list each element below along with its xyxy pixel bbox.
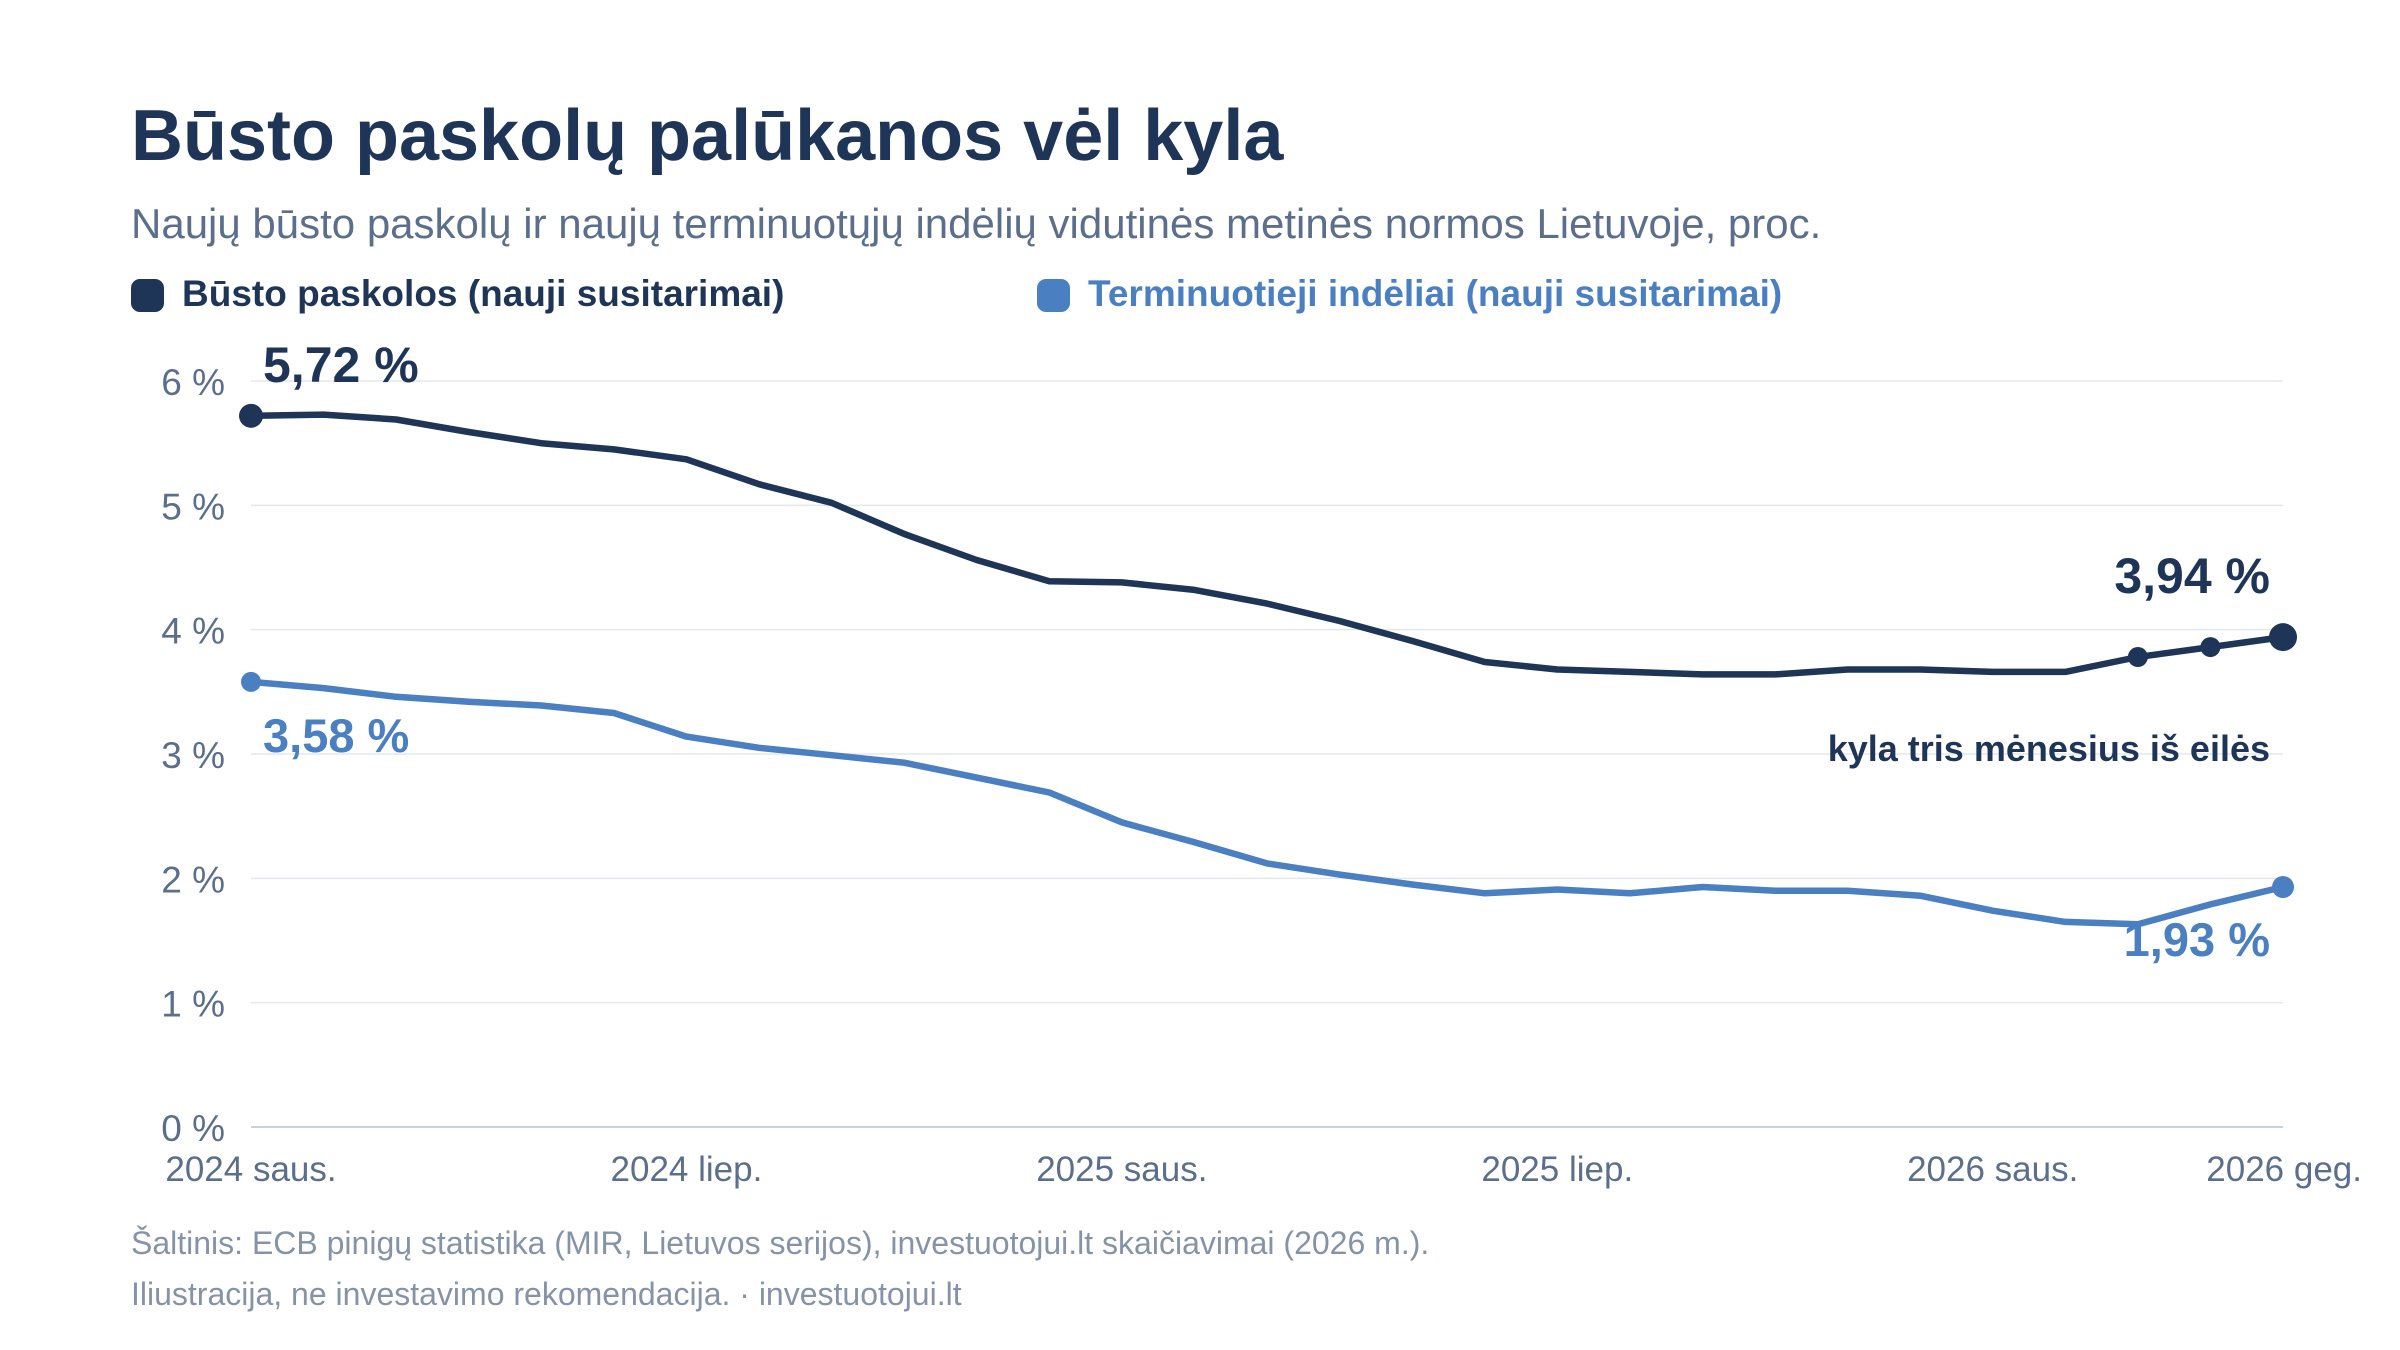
chart-title: Būsto paskolų palūkanos vėl kyla — [131, 96, 1284, 176]
x-tick-label: 2024 liep. — [611, 1150, 763, 1189]
y-tick-label: 0 % — [161, 1108, 225, 1149]
data-point-mortgage-start — [239, 403, 263, 428]
data-label-deposits-start: 3,58 % — [263, 709, 409, 762]
data-label-mortgage-start: 5,72 % — [263, 337, 419, 393]
annotation-mortgage-trend: kyla tris mėnesius iš eilės — [1828, 728, 2270, 769]
grid-lines — [251, 380, 2283, 1128]
data-point-mortgage-end — [2269, 623, 2297, 652]
x-tick-label: 2026 geg. — [2206, 1150, 2362, 1189]
y-tick-label: 6 % — [161, 362, 225, 403]
y-tick-label: 2 % — [161, 859, 225, 900]
x-tick-label: 2025 saus. — [1036, 1150, 1207, 1189]
data-point-mortgage-highlight — [2200, 637, 2221, 658]
x-tick-label: 2026 saus. — [1907, 1150, 2078, 1189]
data-label-deposits-end: 1,93 % — [2124, 913, 2270, 966]
y-tick-label: 3 % — [161, 735, 225, 776]
series-line-mortgage — [247, 411, 2287, 678]
y-tick-label: 5 % — [161, 486, 225, 527]
footer-disclaimer: Iliustracija, ne investavimo rekomendaci… — [131, 1276, 962, 1312]
x-tick-label: 2024 saus. — [165, 1150, 336, 1189]
legend: Būsto paskolos (nauji susitarimai) Termi… — [131, 273, 1782, 314]
footer-source: Šaltinis: ECB pinigų statistika (MIR, Li… — [131, 1225, 1429, 1261]
data-point-mortgage-highlight — [2127, 647, 2148, 668]
x-axis: 2024 saus. 2024 liep. 2025 saus. 2025 liep.… — [165, 1150, 2362, 1189]
x-tick-label: 2025 liep. — [1481, 1150, 1633, 1189]
series-lines — [247, 411, 2287, 928]
legend-swatch-deposits — [1037, 279, 1070, 312]
data-label-mortgage-end: 3,94 % — [2114, 548, 2270, 604]
data-labels: 5,72 % 3,94 % kyla tris mėnesius iš eilės 3… — [263, 337, 2270, 966]
series-points — [239, 403, 2297, 899]
legend-swatch-mortgage — [131, 279, 164, 312]
legend-label-mortgage: Būsto paskolos (nauji susitarimai) — [182, 273, 784, 314]
data-point-deposits-end — [2272, 876, 2294, 899]
data-point-deposits-start — [241, 671, 261, 692]
y-axis: 0 % 1 % 2 % 3 % 4 % 5 % 6 % — [161, 362, 225, 1149]
y-tick-label: 4 % — [161, 611, 225, 652]
chart-subtitle: Naujų būsto paskolų ir naujų terminuotųj… — [131, 200, 1821, 247]
series-line-deposits — [247, 678, 2287, 928]
y-tick-label: 1 % — [161, 984, 225, 1025]
legend-label-deposits: Terminuotieji indėliai (nauji susitarima… — [1088, 273, 1782, 314]
